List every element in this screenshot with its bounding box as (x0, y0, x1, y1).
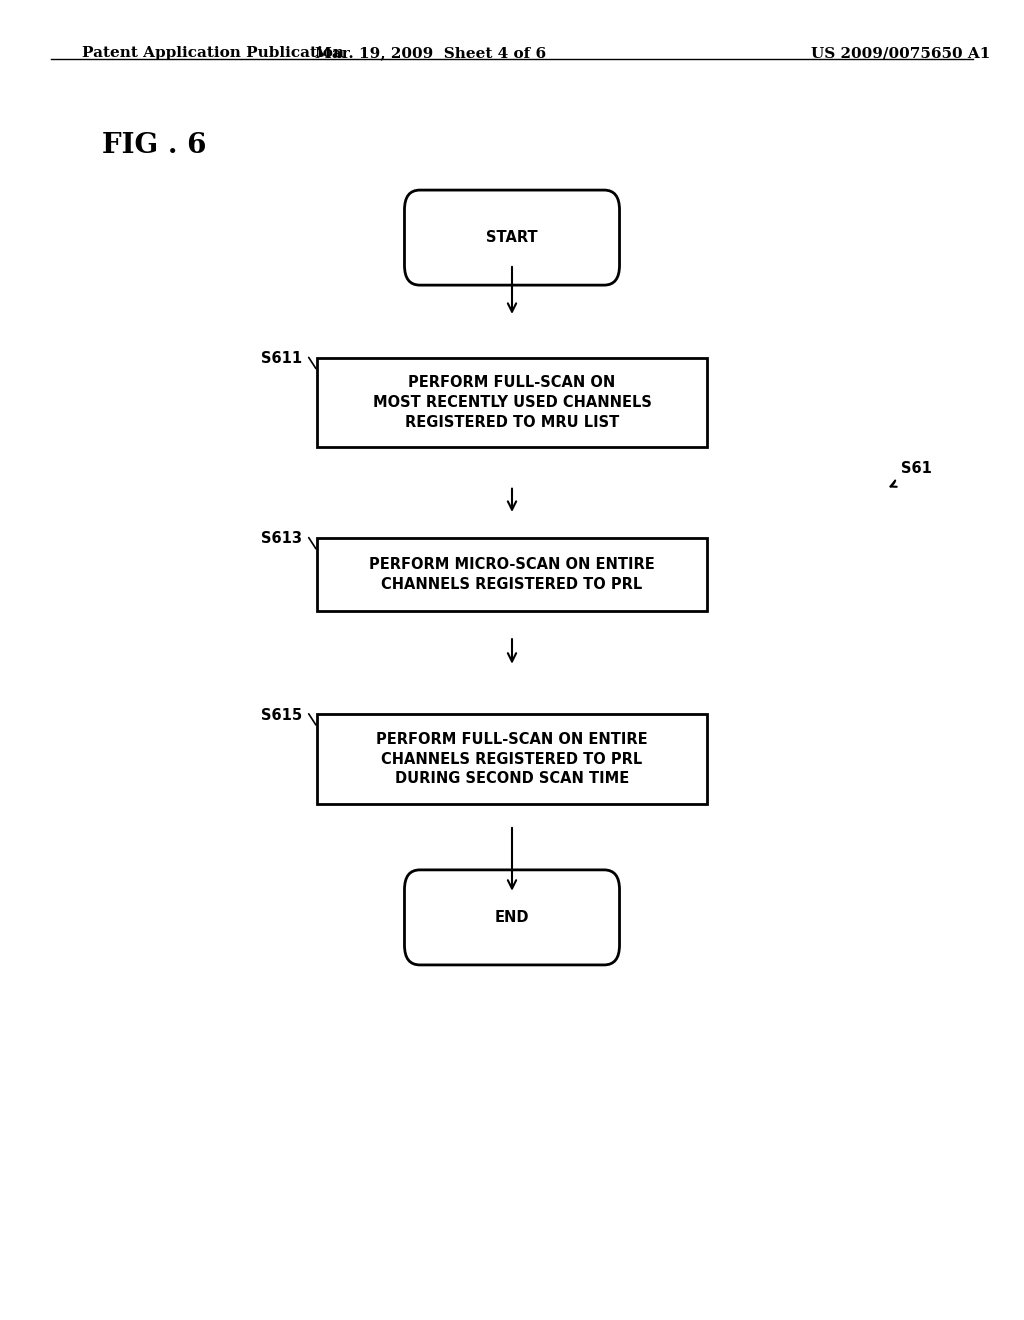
Text: Mar. 19, 2009  Sheet 4 of 6: Mar. 19, 2009 Sheet 4 of 6 (314, 46, 546, 61)
Text: FIG . 6: FIG . 6 (102, 132, 207, 158)
Text: PERFORM MICRO-SCAN ON ENTIRE
CHANNELS REGISTERED TO PRL: PERFORM MICRO-SCAN ON ENTIRE CHANNELS RE… (369, 557, 655, 591)
Text: START: START (486, 230, 538, 246)
Text: S611: S611 (261, 351, 302, 366)
FancyBboxPatch shape (317, 358, 707, 447)
Text: S613: S613 (261, 532, 302, 546)
Text: PERFORM FULL-SCAN ON
MOST RECENTLY USED CHANNELS
REGISTERED TO MRU LIST: PERFORM FULL-SCAN ON MOST RECENTLY USED … (373, 375, 651, 430)
FancyBboxPatch shape (317, 714, 707, 804)
Text: END: END (495, 909, 529, 925)
Text: Patent Application Publication: Patent Application Publication (82, 46, 344, 61)
FancyBboxPatch shape (404, 870, 620, 965)
Text: S61: S61 (901, 461, 932, 477)
Text: US 2009/0075650 A1: US 2009/0075650 A1 (811, 46, 991, 61)
FancyBboxPatch shape (404, 190, 620, 285)
FancyBboxPatch shape (317, 539, 707, 610)
Text: S615: S615 (261, 708, 302, 722)
Text: PERFORM FULL-SCAN ON ENTIRE
CHANNELS REGISTERED TO PRL
DURING SECOND SCAN TIME: PERFORM FULL-SCAN ON ENTIRE CHANNELS REG… (376, 731, 648, 787)
